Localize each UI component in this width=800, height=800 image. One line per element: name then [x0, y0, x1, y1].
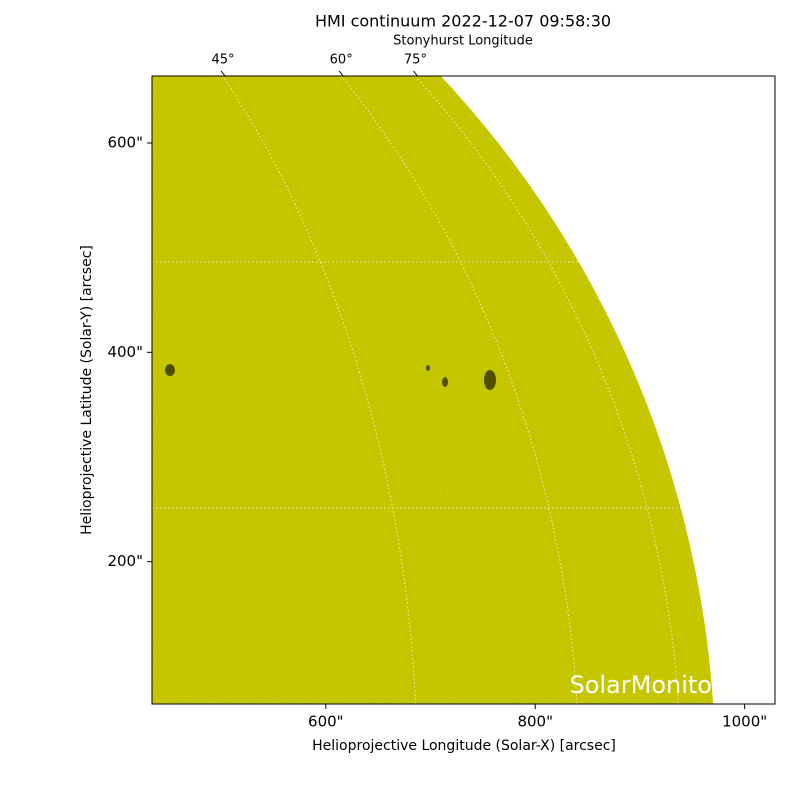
x-tick-label: 600"	[308, 713, 344, 731]
meridian-line	[0, 0, 579, 772]
y-tick-label: 200"	[107, 552, 143, 570]
y-tick-label: 400"	[107, 343, 143, 361]
solar-disk	[0, 0, 775, 772]
top-tick-label: 45°	[212, 53, 235, 68]
x-tick-label: 800"	[517, 713, 553, 731]
y-axis-label: Helioprojective Latitude (Solar-Y) [arcs…	[79, 245, 95, 535]
top-tick	[338, 70, 344, 77]
plot-area: SolarMonito	[0, 0, 775, 772]
x-axis-label: Helioprojective Longitude (Solar-X) [arc…	[312, 738, 616, 754]
meridian-line	[0, 0, 681, 772]
x-tick-label: 1000"	[722, 713, 767, 731]
axes-frame	[151, 75, 776, 705]
sunspots	[165, 364, 496, 390]
y-tick-label: 600"	[107, 133, 143, 151]
watermark: SolarMonito	[569, 671, 712, 699]
coordinate-grid	[0, 0, 775, 772]
top-tick	[220, 70, 226, 77]
disk-image	[152, 76, 716, 704]
chart-title: HMI continuum 2022-12-07 09:58:30	[315, 12, 611, 31]
top-tick-label: 75°	[404, 53, 427, 68]
top-tick	[413, 70, 418, 77]
top-axis-label: Stonyhurst Longitude	[393, 34, 533, 49]
top-tick-label: 60°	[330, 53, 353, 68]
